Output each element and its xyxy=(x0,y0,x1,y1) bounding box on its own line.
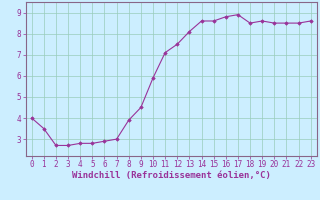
X-axis label: Windchill (Refroidissement éolien,°C): Windchill (Refroidissement éolien,°C) xyxy=(72,171,271,180)
